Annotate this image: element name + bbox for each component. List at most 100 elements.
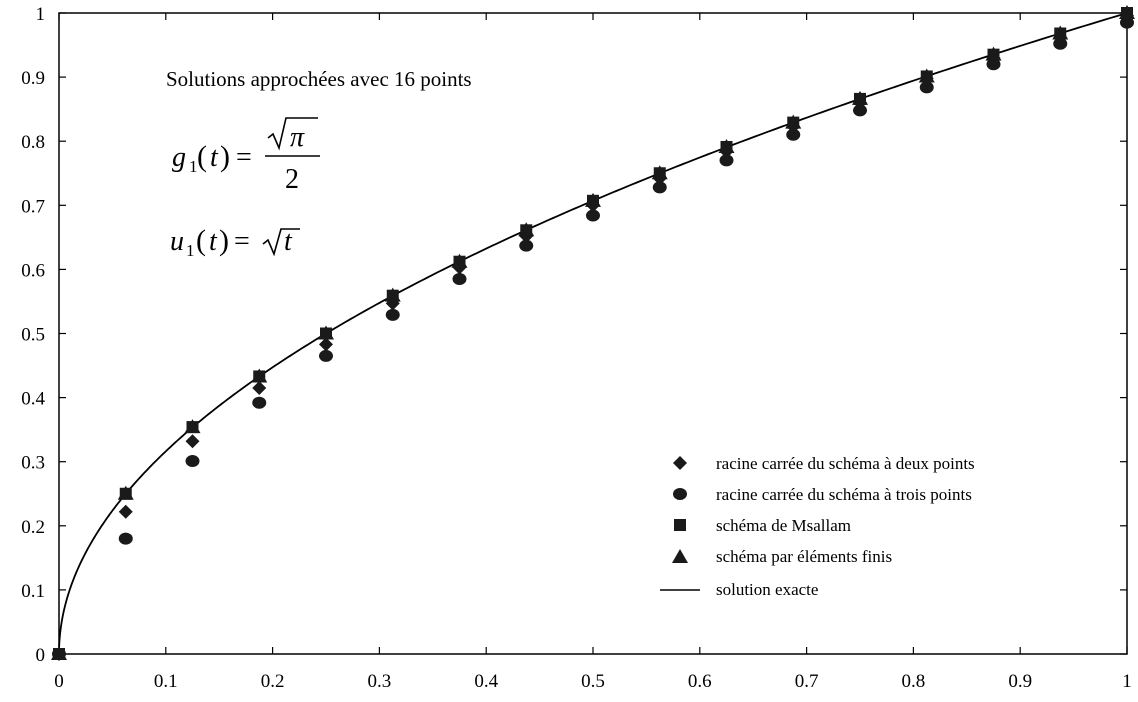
triangle-point (451, 253, 468, 268)
legend-label-three-point: racine carrée du schéma à trois points (716, 485, 972, 504)
eq1-sqrt-arg: π (290, 122, 305, 153)
x-tick-label: 0.3 (368, 671, 392, 692)
legend-diamond-marker (673, 456, 687, 470)
legend-item-finite-elements: schéma par éléments finis (672, 547, 892, 566)
triangle-point (852, 90, 868, 105)
x-tick-label: 0.5 (581, 671, 605, 692)
triangle-point (518, 222, 535, 237)
y-tick-label: 0.7 (21, 196, 45, 217)
chart-subtitle: Solutions approchées avec 16 points (166, 67, 472, 91)
x-tick-label: 0.1 (154, 671, 178, 692)
legend-label-finite-elements: schéma par éléments finis (716, 547, 892, 566)
x-tick-label: 0 (54, 671, 64, 692)
x-axis-ticks: 0 0.1 0.2 0.3 0.4 0.5 0.6 0.7 0.8 0.9 1 (54, 13, 1132, 692)
diamond-point (252, 380, 267, 395)
eq2-open-paren: ( (196, 224, 206, 257)
y-tick-label: 0.6 (21, 260, 45, 281)
legend-label-msallam: schéma de Msallam (716, 516, 851, 535)
y-tick-label: 0.1 (21, 581, 45, 602)
x-tick-label: 0.6 (688, 671, 712, 692)
x-tick-label: 0.2 (261, 671, 285, 692)
axes (58, 12, 1128, 655)
legend-triangle-marker (672, 549, 688, 563)
triangle-point (318, 325, 334, 340)
circle-point (786, 128, 801, 141)
y-tick-label: 0.2 (21, 517, 45, 538)
eq1-sqrt-sign (267, 117, 318, 151)
diamond-point (319, 337, 333, 352)
circle-point (319, 349, 333, 362)
triangle-point (651, 165, 668, 180)
eq1-open-paren: ( (197, 140, 207, 173)
circle-point (252, 396, 267, 409)
eq1-subscript: 1 (189, 157, 198, 176)
circle-point (1053, 37, 1068, 50)
legend-square-marker (674, 519, 686, 531)
circle-point (853, 104, 867, 117)
triangle-point (1119, 5, 1135, 19)
diamond-point (185, 434, 200, 449)
triangle-point (985, 46, 1002, 61)
circle-point (986, 58, 1001, 71)
eq1-g: g (172, 142, 186, 173)
y-tick-label: 0.9 (21, 68, 45, 89)
x-tick-label: 1 (1122, 671, 1132, 692)
eq1-denominator: 2 (285, 164, 299, 195)
triangle-point (251, 368, 268, 383)
circle-point (385, 308, 400, 321)
legend-item-three-point: racine carrée du schéma à trois points (673, 485, 972, 504)
legend: racine carrée du schéma à deux points ra… (660, 454, 975, 599)
y-tick-label: 0.8 (21, 132, 45, 153)
x-tick-label: 0.9 (1008, 671, 1032, 692)
y-tick-label: 0.4 (21, 389, 45, 410)
legend-label-two-point: racine carrée du schéma à deux points (716, 454, 975, 473)
circle-point (919, 81, 934, 94)
y-axis-ticks: 0 0.1 0.2 0.3 0.4 0.5 0.6 0.7 0.8 0.9 1 (21, 4, 1127, 666)
circle-point (719, 154, 734, 167)
triangle-point (384, 287, 401, 302)
data-markers (51, 5, 1135, 661)
exact-solution-line (58, 12, 1128, 655)
triangle-point (117, 485, 134, 500)
equation-u1: u 1 ( t ) = t (170, 224, 300, 260)
eq1-t: t (210, 142, 219, 173)
legend-label-exact: solution exacte (716, 580, 818, 599)
triangle-point (918, 68, 935, 83)
eq2-sqrt-arg: t (284, 226, 293, 257)
y-tick-label: 0.5 (21, 325, 45, 346)
eq2-equals: = (234, 226, 250, 257)
x-tick-label: 0.8 (902, 671, 926, 692)
x-tick-label: 0.4 (474, 671, 498, 692)
legend-circle-marker (673, 488, 687, 500)
plot-frame (58, 12, 1128, 655)
legend-item-msallam: schéma de Msallam (674, 516, 851, 535)
equation-g1: g 1 ( t ) = π 2 (172, 117, 320, 195)
circle-point (452, 273, 467, 286)
triangle-point (51, 646, 67, 660)
exact-solution-curve-group (58, 12, 1128, 655)
triangle-point (585, 192, 601, 207)
eq2-sqrt-sign (262, 228, 300, 257)
diamond-point (118, 504, 133, 519)
eq1-equals: = (236, 142, 252, 173)
x-tick-label: 0.7 (795, 671, 819, 692)
circle-point (519, 239, 534, 252)
circle-point (185, 455, 200, 468)
legend-item-exact: solution exacte (660, 580, 818, 599)
eq2-subscript: 1 (186, 241, 195, 260)
legend-item-two-point: racine carrée du schéma à deux points (673, 454, 975, 473)
circle-point (586, 209, 600, 222)
y-tick-label: 0.3 (21, 453, 45, 474)
triangle-point (184, 419, 201, 434)
eq2-t: t (209, 226, 218, 257)
eq2-close-paren: ) (219, 224, 229, 257)
circle-point (1120, 16, 1134, 29)
triangle-point (785, 114, 802, 129)
y-tick-label: 0 (36, 645, 46, 666)
eq1-close-paren: ) (220, 140, 230, 173)
circle-point (118, 532, 133, 545)
eq2-u: u (170, 226, 184, 257)
triangle-point (1052, 25, 1069, 40)
triangle-point (718, 138, 735, 153)
